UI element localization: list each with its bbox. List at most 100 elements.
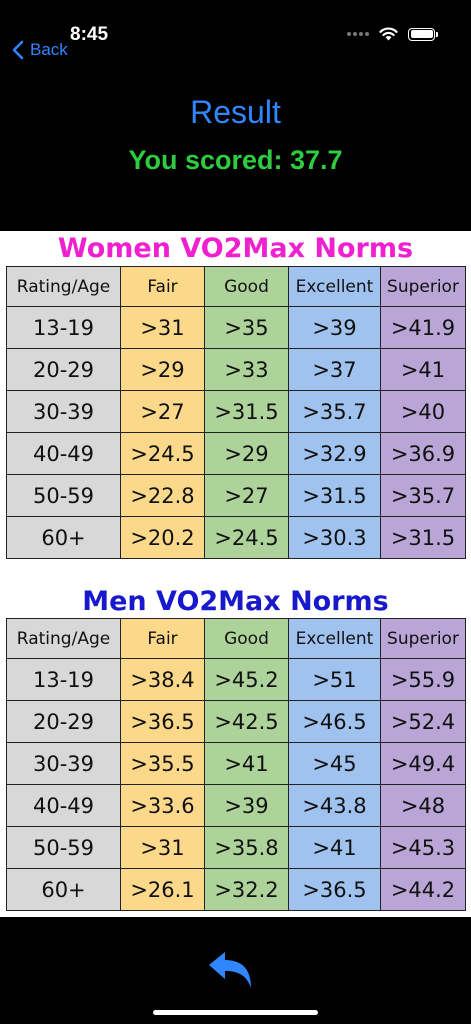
age-range-cell: 40-49: [6, 784, 121, 827]
norm-value-cell: >31.5: [288, 474, 381, 517]
norm-value-cell: >42.5: [204, 700, 289, 743]
norm-value-cell: >51: [288, 658, 381, 701]
age-range-cell: 13-19: [6, 306, 121, 349]
age-range-cell: 20-29: [6, 348, 121, 391]
norm-value-cell: >36.5: [288, 868, 381, 911]
norm-value-cell: >30.3: [288, 516, 381, 559]
vo2max-norms-image: Women VO2Max Norms Rating/Age Fair Good Exc…: [0, 231, 471, 917]
norm-value-cell: >24.5: [120, 432, 205, 475]
norm-value-cell: >46.5: [288, 700, 381, 743]
age-range-cell: 50-59: [6, 474, 121, 517]
table-row: 60+ >26.1 >32.2 >36.5 >44.2: [6, 868, 466, 911]
women-norms-table: Rating/Age Fair Good Excellent Superior 13-19…: [6, 266, 466, 559]
norm-value-cell: >38.4: [120, 658, 205, 701]
column-header: Good: [204, 618, 289, 659]
undo-button[interactable]: [207, 950, 253, 990]
back-label: Back: [30, 40, 68, 59]
column-header: Fair: [120, 266, 205, 307]
table-row: 20-29 >36.5 >42.5 >46.5 >52.4: [6, 700, 466, 743]
norm-value-cell: >27: [120, 390, 205, 433]
table-row: 30-39 >27 >31.5 >35.7 >40: [6, 390, 466, 433]
norm-value-cell: >33: [204, 348, 289, 391]
age-range-cell: 20-29: [6, 700, 121, 743]
norm-value-cell: >35.7: [288, 390, 381, 433]
age-range-cell: 60+: [6, 516, 121, 559]
norm-value-cell: >32.9: [288, 432, 381, 475]
norm-value-cell: >41.9: [380, 306, 466, 349]
table-row: 13-19 >38.4 >45.2 >51 >55.9: [6, 658, 466, 701]
men-table-title: Men VO2Max Norms: [82, 586, 389, 617]
age-range-cell: 30-39: [6, 390, 121, 433]
table-row: 20-29 >29 >33 >37 >41: [6, 348, 466, 391]
status-icons: [347, 27, 438, 41]
age-range-cell: 60+: [6, 868, 121, 911]
table-row: 40-49 >24.5 >29 >32.9 >36.9: [6, 432, 466, 475]
norm-value-cell: >41: [380, 348, 466, 391]
norm-value-cell: >41: [288, 826, 381, 869]
norm-value-cell: >26.1: [120, 868, 205, 911]
norm-value-cell: >33.6: [120, 784, 205, 827]
norm-value-cell: >41: [204, 742, 289, 785]
column-header: Superior: [380, 266, 466, 307]
norm-value-cell: >31.5: [204, 390, 289, 433]
score-text: You scored: 37.7: [128, 145, 343, 175]
chevron-left-icon: [12, 40, 24, 60]
norm-value-cell: >45.2: [204, 658, 289, 701]
battery-icon: [408, 27, 438, 41]
column-header: Good: [204, 266, 289, 307]
norm-value-cell: >39: [288, 306, 381, 349]
women-table-title: Women VO2Max Norms: [57, 233, 414, 264]
age-range-cell: 40-49: [6, 432, 121, 475]
norm-value-cell: >24.5: [204, 516, 289, 559]
status-time: 8:45: [70, 24, 109, 45]
norm-value-cell: >48: [380, 784, 466, 827]
table-row: 40-49 >33.6 >39 >43.8 >48: [6, 784, 466, 827]
undo-arrow-icon: [209, 952, 251, 988]
norm-value-cell: >36.9: [380, 432, 466, 475]
table-row: 60+ >20.2 >24.5 >30.3 >31.5: [6, 516, 466, 559]
signal-dots-icon: [347, 32, 369, 36]
age-range-cell: 13-19: [6, 658, 121, 701]
norm-value-cell: >29: [204, 432, 289, 475]
column-header: Fair: [120, 618, 205, 659]
norm-value-cell: >35: [204, 306, 289, 349]
column-header: Rating/Age: [6, 266, 121, 307]
men-norms-table: Rating/Age Fair Good Excellent Superior 13-19…: [6, 618, 466, 911]
norm-value-cell: >29: [120, 348, 205, 391]
table-row: 30-39 >35.5 >41 >45 >49.4: [6, 742, 466, 785]
norm-value-cell: >35.7: [380, 474, 466, 517]
norm-value-cell: >32.2: [204, 868, 289, 911]
column-header: Excellent: [288, 618, 381, 659]
norm-value-cell: >20.2: [120, 516, 205, 559]
norm-value-cell: >31: [120, 306, 205, 349]
table-row: 50-59 >31 >35.8 >41 >45.3: [6, 826, 466, 869]
norm-value-cell: >36.5: [120, 700, 205, 743]
table-row: 50-59 >22.8 >27 >31.5 >35.7: [6, 474, 466, 517]
home-indicator: [153, 1010, 318, 1015]
norm-value-cell: >52.4: [380, 700, 466, 743]
norm-value-cell: >45.3: [380, 826, 466, 869]
norm-value-cell: >44.2: [380, 868, 466, 911]
table-header-row: Rating/Age Fair Good Excellent Superior: [6, 266, 466, 307]
norm-value-cell: >45: [288, 742, 381, 785]
norm-value-cell: >35.8: [204, 826, 289, 869]
norm-value-cell: >31: [120, 826, 205, 869]
norm-value-cell: >27: [204, 474, 289, 517]
column-header: Superior: [380, 618, 466, 659]
back-button[interactable]: Back: [12, 38, 68, 62]
column-header: Rating/Age: [6, 618, 121, 659]
norm-value-cell: >40: [380, 390, 466, 433]
column-header: Excellent: [288, 266, 381, 307]
norm-value-cell: >49.4: [380, 742, 466, 785]
status-bar: 8:45: [0, 0, 471, 50]
norm-value-cell: >31.5: [380, 516, 466, 559]
norm-value-cell: >39: [204, 784, 289, 827]
norm-value-cell: >22.8: [120, 474, 205, 517]
age-range-cell: 50-59: [6, 826, 121, 869]
norm-value-cell: >35.5: [120, 742, 205, 785]
wifi-icon: [379, 27, 398, 41]
table-header-row: Rating/Age Fair Good Excellent Superior: [6, 618, 466, 659]
norm-value-cell: >37: [288, 348, 381, 391]
age-range-cell: 30-39: [6, 742, 121, 785]
norm-value-cell: >55.9: [380, 658, 466, 701]
